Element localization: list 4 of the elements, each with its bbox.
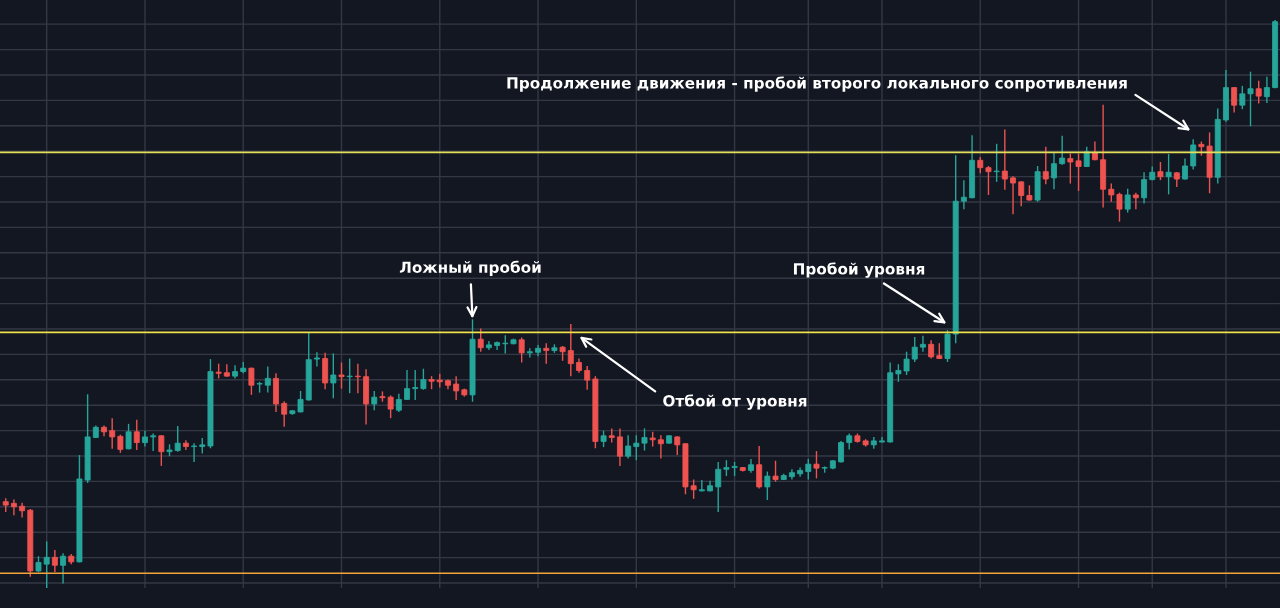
annotation: Ложный пробой (399, 260, 541, 276)
annotation: Пробой уровня (793, 262, 925, 278)
annotation: Продолжение движения - пробой второго локального сопротивления (507, 76, 1127, 92)
annotation: Отбой от уровня (663, 394, 807, 410)
